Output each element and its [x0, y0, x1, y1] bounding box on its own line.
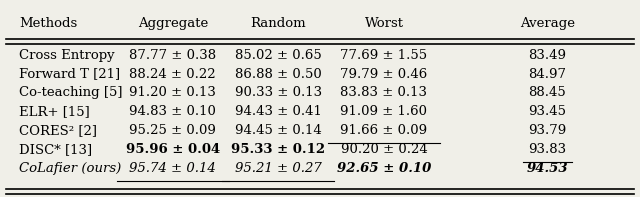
Text: 90.33 ± 0.13: 90.33 ± 0.13 [235, 86, 322, 99]
Text: 86.88 ± 0.50: 86.88 ± 0.50 [235, 68, 322, 81]
Text: 95.33 ± 0.12: 95.33 ± 0.12 [231, 143, 326, 156]
Text: 92.65 ± 0.10: 92.65 ± 0.10 [337, 162, 431, 175]
Text: Co-teaching [5]: Co-teaching [5] [19, 86, 123, 99]
Text: 77.69 ± 1.55: 77.69 ± 1.55 [340, 49, 428, 62]
Text: 90.20 ± 0.24: 90.20 ± 0.24 [340, 143, 428, 156]
Text: 94.83 ± 0.10: 94.83 ± 0.10 [129, 105, 216, 118]
Text: 91.66 ± 0.09: 91.66 ± 0.09 [340, 124, 428, 137]
Text: 95.25 ± 0.09: 95.25 ± 0.09 [129, 124, 216, 137]
Text: 79.79 ± 0.46: 79.79 ± 0.46 [340, 68, 428, 81]
Text: Methods: Methods [19, 17, 77, 30]
Text: 95.21 ± 0.27: 95.21 ± 0.27 [235, 162, 322, 175]
Text: Average: Average [520, 17, 575, 30]
Text: 95.96 ± 0.04: 95.96 ± 0.04 [125, 143, 220, 156]
Text: CORES² [2]: CORES² [2] [19, 124, 97, 137]
Text: DISC* [13]: DISC* [13] [19, 143, 92, 156]
Text: 83.83 ± 0.13: 83.83 ± 0.13 [340, 86, 428, 99]
Text: 84.97: 84.97 [528, 68, 566, 81]
Text: 85.02 ± 0.65: 85.02 ± 0.65 [235, 49, 322, 62]
Text: 93.83: 93.83 [528, 143, 566, 156]
Text: Forward T [21]: Forward T [21] [19, 68, 120, 81]
Text: 94.53: 94.53 [526, 162, 568, 175]
Text: Worst: Worst [365, 17, 403, 30]
Text: Aggregate: Aggregate [138, 17, 208, 30]
Text: 93.45: 93.45 [528, 105, 566, 118]
Text: 91.20 ± 0.13: 91.20 ± 0.13 [129, 86, 216, 99]
Text: 83.49: 83.49 [528, 49, 566, 62]
Text: 91.09 ± 1.60: 91.09 ± 1.60 [340, 105, 428, 118]
Text: 88.24 ± 0.22: 88.24 ± 0.22 [129, 68, 216, 81]
Text: 88.45: 88.45 [529, 86, 566, 99]
Text: 95.74 ± 0.14: 95.74 ± 0.14 [129, 162, 216, 175]
Text: 87.77 ± 0.38: 87.77 ± 0.38 [129, 49, 216, 62]
Text: 94.43 ± 0.41: 94.43 ± 0.41 [235, 105, 322, 118]
Text: Cross Entropy: Cross Entropy [19, 49, 115, 62]
Text: 93.79: 93.79 [528, 124, 566, 137]
Text: CoLafier (ours): CoLafier (ours) [19, 162, 122, 175]
Text: Random: Random [251, 17, 306, 30]
Text: 94.45 ± 0.14: 94.45 ± 0.14 [235, 124, 322, 137]
Text: ELR+ [15]: ELR+ [15] [19, 105, 90, 118]
